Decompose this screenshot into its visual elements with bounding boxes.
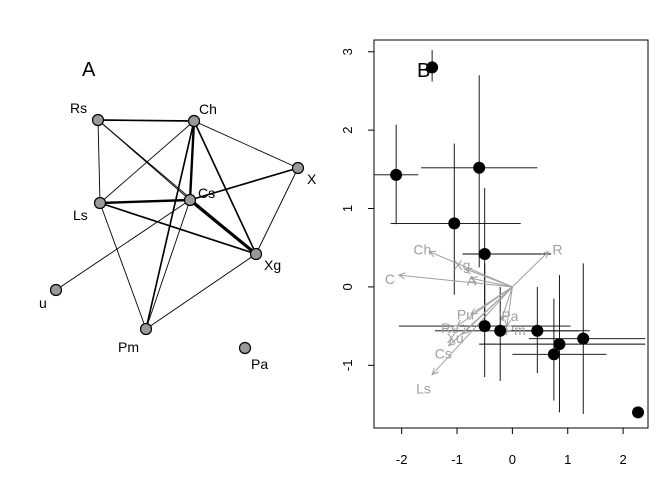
network-edge <box>99 198 191 205</box>
data-point <box>478 320 491 333</box>
network-node-label: Ls <box>73 207 88 223</box>
network-node-label: Cs <box>198 185 215 201</box>
data-point <box>494 324 507 337</box>
network-edge <box>189 198 257 256</box>
vector-label: A <box>467 272 477 288</box>
vector-arrow <box>429 251 513 288</box>
vector-arrowhead <box>504 319 512 328</box>
network-edge <box>193 120 299 169</box>
vector-arrow <box>512 251 549 288</box>
y-tick-label: -1 <box>340 360 355 372</box>
vector-arrow <box>470 277 513 288</box>
x-tick-label: -2 <box>396 452 408 467</box>
network-node <box>139 322 153 336</box>
data-point <box>577 332 590 345</box>
plot-frame <box>373 39 649 429</box>
network-node-label: Rs <box>70 100 87 116</box>
vector-arrow <box>448 286 513 347</box>
vector-label: C <box>385 271 395 287</box>
network-node <box>93 196 107 210</box>
network-edge <box>193 120 257 255</box>
vector-arrowhead <box>428 250 437 258</box>
network-node-label: Xg <box>264 257 281 273</box>
data-point <box>553 338 566 351</box>
data-point <box>632 406 645 419</box>
network-edge <box>55 199 191 291</box>
data-point <box>473 161 486 174</box>
y-tick-label: 1 <box>340 205 355 212</box>
vector-label: Xg <box>453 257 470 273</box>
y-tick-label: 0 <box>340 283 355 290</box>
network-edge <box>99 202 147 330</box>
network-edge <box>145 253 257 330</box>
vector-arrow <box>506 286 513 327</box>
vector-arrowhead <box>456 319 465 327</box>
vector-arrowhead <box>464 267 473 275</box>
network-edge <box>99 202 257 255</box>
vector-arrowhead <box>499 312 507 321</box>
vector-arrowhead <box>541 250 550 259</box>
vector-arrowhead <box>469 276 478 283</box>
network-node <box>183 193 197 207</box>
data-point <box>390 168 403 181</box>
network-node-label: Pm <box>118 339 139 355</box>
network-node <box>91 113 105 127</box>
x-tick-label: 1 <box>564 452 571 467</box>
x-tick-label: 0 <box>509 452 516 467</box>
panel-label-a: A <box>82 59 96 81</box>
network-edge <box>145 120 195 330</box>
vector-arrow <box>500 286 513 320</box>
vector-label: Pm <box>505 322 526 338</box>
vector-arrowhead <box>469 308 478 315</box>
data-point <box>448 217 461 230</box>
data-point <box>426 61 439 74</box>
x-tick-label: -1 <box>451 452 463 467</box>
network-node <box>49 283 63 297</box>
vector-arrow <box>431 286 513 376</box>
vector-arrowhead <box>461 327 470 335</box>
x-tick-label: 2 <box>619 452 626 467</box>
vector-arrow <box>456 286 513 327</box>
network-edge <box>97 119 101 204</box>
y-tick-label: 2 <box>340 127 355 134</box>
vector-arrow <box>465 268 513 288</box>
network-node-label: X <box>307 171 317 187</box>
network-edge <box>255 167 299 255</box>
network-edge <box>99 120 195 204</box>
vector-label: R <box>552 242 562 258</box>
vector-label: Pu <box>457 306 474 322</box>
network-edge <box>189 167 299 201</box>
vector-label: Cs <box>435 346 452 362</box>
vector-arrowhead <box>447 339 456 347</box>
y-tick-label: 3 <box>340 48 355 55</box>
network-panel-a: A Rs Ch X Cs Ls Xg u Pm Pa <box>39 59 317 372</box>
data-point <box>531 324 544 337</box>
network-node <box>238 341 252 355</box>
data-point <box>547 348 560 361</box>
vector-label: Re <box>441 320 459 336</box>
network-node-label: u <box>39 295 47 311</box>
vector-arrowhead <box>431 367 439 376</box>
vector-label: Pa <box>501 308 518 324</box>
network-edge <box>97 119 195 122</box>
data-point <box>478 247 491 260</box>
network-node-label: Pa <box>251 356 268 372</box>
vector-arrowhead <box>397 272 406 280</box>
vector-arrow <box>398 274 513 288</box>
vector-label: Xu <box>447 330 464 346</box>
vector-label: Ls <box>416 381 431 397</box>
network-edge <box>145 199 191 330</box>
network-node <box>291 161 305 175</box>
network-node <box>249 247 263 261</box>
network-edge <box>188 120 196 201</box>
network-node-label: Ch <box>199 101 217 117</box>
vector-label: Ch <box>413 242 431 258</box>
network-node <box>187 114 201 128</box>
